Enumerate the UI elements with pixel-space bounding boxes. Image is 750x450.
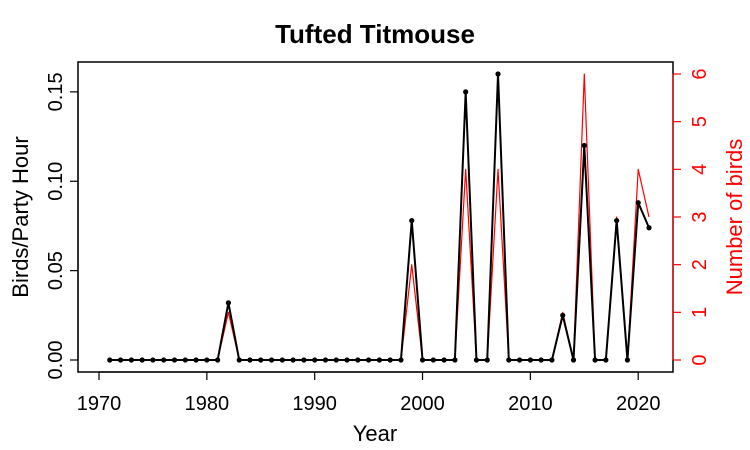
data-point bbox=[182, 357, 188, 363]
series-line-left bbox=[109, 73, 650, 361]
y-tick-label-left: 0.15 bbox=[45, 72, 67, 111]
y-tick-label-right: 5 bbox=[689, 116, 711, 127]
data-point bbox=[268, 357, 275, 363]
data-point bbox=[387, 357, 393, 363]
y-tick-label-right: 4 bbox=[689, 164, 711, 175]
y-tick-label-right: 6 bbox=[689, 68, 711, 79]
y-axis-left: 0.00 0.05 0.10 0.15 bbox=[45, 72, 79, 380]
x-tick-label: 1970 bbox=[77, 393, 122, 415]
x-tick-label: 1990 bbox=[292, 393, 337, 415]
data-point bbox=[279, 357, 285, 363]
data-point bbox=[128, 357, 134, 363]
y-tick-label-left: 0.10 bbox=[45, 162, 67, 201]
data-point bbox=[527, 357, 533, 363]
data-point bbox=[301, 357, 307, 363]
data-point bbox=[376, 357, 382, 363]
y-axis-label-right: Number of birds bbox=[722, 139, 747, 296]
x-axis-label: Year bbox=[353, 421, 397, 446]
data-point bbox=[139, 357, 145, 363]
y-tick-label-left: 0.05 bbox=[45, 251, 67, 290]
data-point bbox=[215, 357, 221, 363]
x-tick-label: 2010 bbox=[508, 393, 553, 415]
y-tick-label-right: 1 bbox=[689, 307, 711, 318]
data-point bbox=[463, 89, 469, 95]
data-point bbox=[355, 357, 361, 363]
data-point bbox=[430, 357, 436, 363]
data-point bbox=[635, 200, 641, 206]
data-point bbox=[117, 357, 124, 363]
data-point bbox=[419, 357, 426, 363]
data-point bbox=[225, 300, 232, 306]
x-tick-label: 2000 bbox=[400, 393, 445, 415]
data-point bbox=[193, 357, 199, 363]
data-point bbox=[538, 357, 544, 363]
data-point bbox=[549, 357, 555, 363]
data-point bbox=[646, 225, 652, 231]
plot-frame bbox=[77, 61, 674, 373]
data-point bbox=[107, 357, 113, 363]
data-point bbox=[150, 357, 156, 363]
series-line-right bbox=[109, 73, 650, 361]
data-point bbox=[204, 357, 210, 363]
y-tick-label-right: 0 bbox=[689, 354, 711, 365]
data-point bbox=[398, 357, 404, 363]
data-point bbox=[236, 357, 242, 363]
data-point bbox=[333, 357, 339, 363]
data-point bbox=[473, 357, 480, 363]
data-point bbox=[570, 357, 577, 363]
x-axis: 1970 1980 1990 2000 2010 2020 bbox=[77, 371, 661, 415]
x-tick-label: 1980 bbox=[185, 393, 230, 415]
data-point bbox=[592, 357, 598, 363]
y-tick-label-left: 0.00 bbox=[45, 341, 67, 380]
data-point bbox=[344, 357, 350, 363]
data-point bbox=[258, 357, 264, 363]
data-point bbox=[409, 217, 415, 224]
data-point bbox=[624, 357, 631, 363]
x-tick-label: 2020 bbox=[616, 393, 661, 415]
data-point bbox=[161, 357, 167, 363]
series-number-of-birds bbox=[109, 73, 650, 361]
series-birds-per-party-hour bbox=[107, 71, 652, 363]
y-axis-right: 0 1 2 3 4 5 6 bbox=[672, 68, 711, 366]
data-point bbox=[441, 357, 447, 363]
data-point bbox=[603, 357, 609, 363]
data-point bbox=[506, 357, 512, 363]
data-point bbox=[516, 357, 523, 363]
data-point bbox=[290, 357, 296, 363]
data-point bbox=[247, 357, 253, 363]
data-point bbox=[312, 357, 318, 363]
data-point bbox=[581, 142, 587, 149]
data-point bbox=[484, 357, 490, 363]
data-point bbox=[322, 357, 329, 363]
data-point bbox=[366, 357, 372, 363]
y-tick-label-right: 3 bbox=[689, 211, 711, 222]
data-point bbox=[171, 357, 178, 363]
data-point bbox=[614, 217, 620, 224]
chart-title: Tufted Titmouse bbox=[275, 19, 475, 49]
data-point bbox=[560, 312, 566, 318]
data-point bbox=[452, 357, 458, 363]
data-point bbox=[495, 71, 501, 77]
y-axis-label-left: Birds/Party Hour bbox=[8, 136, 33, 297]
y-tick-label-right: 2 bbox=[689, 259, 711, 270]
